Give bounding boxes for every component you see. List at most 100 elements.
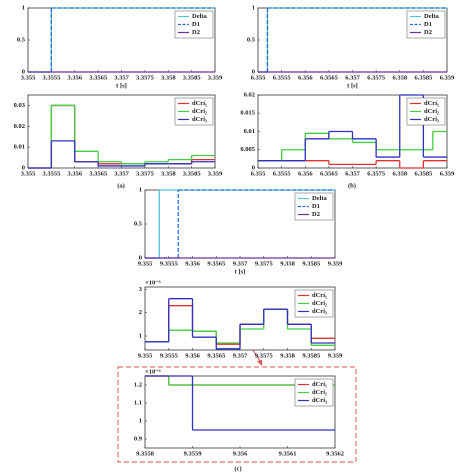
x-tick-label: 6.356: [298, 170, 313, 177]
legend-label: D2: [424, 29, 432, 36]
x-tick-label: 9.356: [185, 260, 200, 267]
legend-label: D2: [312, 211, 320, 218]
x-tick-label: 6.355: [251, 170, 266, 177]
x-tick-label: 3.357: [114, 170, 129, 177]
x-tick-label: 3.359: [208, 74, 223, 81]
x-tick-label: 6.355: [251, 74, 266, 81]
x-tick-label: 3.355: [21, 74, 36, 81]
x-tick-label: 9.3565: [207, 352, 226, 359]
y-tick-label: 0: [252, 164, 255, 171]
y-tick-label: 1.1: [134, 399, 142, 406]
y-tick-label: 0.9: [134, 435, 143, 442]
x-tick-label: 6.357: [345, 74, 360, 81]
y-multiplier: ×10⁻³: [145, 279, 161, 286]
x-tick-label: 6.358: [392, 170, 407, 177]
legend-label: Delta: [192, 13, 208, 20]
x-tick-label: 6.3565: [320, 74, 339, 81]
legend-label: Delta: [312, 195, 328, 202]
x-tick-label: 3.358: [161, 74, 176, 81]
y-tick-label: 0.01: [14, 144, 25, 151]
x-tick-label: 6.3575: [367, 74, 386, 81]
y-tick-label: 0.02: [14, 123, 25, 130]
x-tick-label: 9.3555: [160, 260, 179, 267]
zoom-box: [117, 366, 357, 463]
x-tick-label: 3.355: [21, 170, 36, 177]
x-tick-label: 3.3585: [183, 170, 202, 177]
y-tick-label: 0.5: [134, 220, 143, 227]
y-tick-label: 0: [22, 68, 25, 75]
x-tick-label: 3.3585: [183, 74, 202, 81]
y-tick-label: 1: [139, 332, 142, 339]
x-tick-label: 9.3559: [184, 450, 203, 457]
x-tick-label: 3.3555: [42, 170, 61, 177]
x-tick-label: 9.359: [328, 260, 343, 267]
x-tick-label: 9.357: [233, 352, 248, 359]
y-tick-label: 0: [252, 68, 255, 75]
x-tick-label: 6.359: [440, 170, 455, 177]
y-tick-label: 0: [22, 164, 25, 171]
legend-box: [294, 192, 334, 221]
y-tick-label: 1.2: [134, 381, 142, 388]
y-tick-label: 0.005: [240, 146, 255, 153]
y-tick-label: 2: [139, 309, 142, 316]
legend-label: dCri₁: [192, 100, 207, 107]
x-tick-label: 6.3555: [273, 74, 292, 81]
y-tick-label: 0.015: [240, 110, 255, 117]
x-tick-label: 6.359: [440, 74, 455, 81]
y-tick-label: 1: [139, 186, 142, 193]
x-tick-label: 3.357: [114, 74, 129, 81]
x-tick-label: 6.358: [392, 74, 407, 81]
x-tick-label: 6.3585: [414, 170, 433, 177]
x-tick-label: 3.356: [67, 170, 82, 177]
caption: (a): [117, 182, 125, 189]
x-tick-label: 9.355: [138, 352, 153, 359]
y-tick-label: 0.01: [244, 128, 255, 135]
caption: (b): [348, 182, 356, 189]
x-tick-label: 9.3565: [207, 260, 226, 267]
legend-box: [174, 10, 214, 39]
x-tick-label: 3.3575: [136, 170, 155, 177]
y-tick-label: 3: [139, 286, 143, 293]
x-tick-label: 3.359: [208, 170, 223, 177]
x-tick-label: 9.356: [233, 450, 248, 457]
legend-label: dCri₁: [424, 100, 439, 107]
y-tick-label: 0.5: [17, 36, 26, 43]
x-tick-label: 9.3558: [136, 450, 155, 457]
y-tick-label: 0.5: [247, 36, 256, 43]
y-tick-label: 1: [139, 417, 142, 424]
x-tick-label: 9.3575: [255, 352, 274, 359]
legend-label: dCri₂: [424, 108, 439, 115]
legend-label: D1: [312, 203, 320, 210]
x-tick-label: 6.3565: [320, 170, 339, 177]
x-tick-label: 6.356: [298, 74, 313, 81]
y-tick-label: 0: [139, 254, 142, 261]
x-axis-label: t [s]: [347, 82, 358, 89]
x-tick-label: 6.3575: [367, 170, 386, 177]
x-axis-label: t [s]: [235, 268, 246, 275]
legend-box: [406, 10, 446, 39]
x-tick-label: 9.358: [280, 352, 295, 359]
x-tick-label: 9.357: [233, 260, 248, 267]
x-tick-label: 9.3585: [302, 260, 321, 267]
x-tick-label: 3.3575: [136, 74, 155, 81]
legend-label: D2: [192, 29, 200, 36]
legend-label: dCri₁: [312, 292, 327, 299]
legend-label: Delta: [424, 13, 440, 20]
legend-label: dCri₂: [312, 300, 327, 307]
x-tick-label: 9.3562: [326, 450, 344, 457]
legend-label: dCri₂: [192, 108, 207, 115]
legend-label: dCri₃: [312, 308, 327, 315]
x-tick-label: 6.3585: [414, 74, 433, 81]
zoom-arrowhead: [257, 360, 262, 366]
legend-label: dCri₃: [424, 116, 439, 123]
legend-label: dCri₁: [312, 381, 327, 388]
legend-label: D1: [192, 21, 200, 28]
x-tick-label: 3.3565: [89, 170, 108, 177]
y-tick-label: 0.03: [14, 102, 26, 109]
x-tick-label: 6.357: [345, 170, 360, 177]
x-tick-label: 9.3585: [302, 352, 321, 359]
legend-label: D1: [424, 21, 432, 28]
x-tick-label: 6.3555: [273, 170, 292, 177]
caption: (c): [234, 465, 241, 472]
x-tick-label: 9.356: [185, 352, 200, 359]
